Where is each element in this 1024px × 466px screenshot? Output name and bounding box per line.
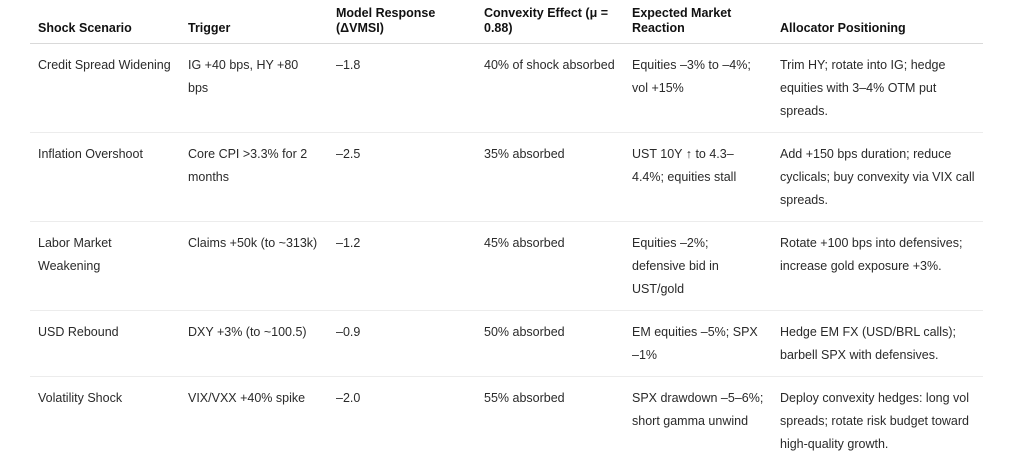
cell-market-reaction: UST 10Y ↑ to 4.3–4.4%; equities stall	[624, 132, 772, 222]
cell-convexity-effect: 50% absorbed	[476, 310, 624, 377]
header-model-response: Model Response (ΔVMSI)	[328, 0, 476, 44]
cell-allocator-positioning: Rotate +100 bps into defensives; increas…	[772, 221, 983, 311]
table-row: USD Rebound DXY +3% (to ~100.5) –0.9 50%…	[30, 310, 983, 377]
cell-market-reaction: SPX drawdown –5–6%; short gamma unwind	[632, 391, 764, 428]
cell-market-reaction: EM equities –5%; SPX –1%	[624, 310, 772, 377]
cell-model-response: –2.5	[328, 132, 476, 222]
table-header-row: Shock Scenario Trigger Model Response (Δ…	[30, 0, 983, 44]
cell-trigger: IG +40 bps, HY +80 bps	[180, 43, 328, 133]
cell-shock-scenario: USD Rebound	[30, 310, 180, 377]
cell-allocator-positioning: Hedge EM FX (USD/BRL calls); barbell SPX…	[772, 310, 983, 377]
cell-convexity-effect: 40% of shock absorbed	[476, 43, 624, 133]
table-row: Labor Market Weakening Claims +50k (to ~…	[30, 221, 983, 311]
cell-model-response: –0.9	[328, 310, 476, 377]
cell-shock-scenario: Labor Market Weakening	[30, 221, 180, 311]
header-allocator-positioning: Allocator Positioning	[772, 0, 983, 44]
cell-trigger: VIX/VXX +40% spike	[188, 391, 306, 405]
cell-convexity-effect: 55% absorbed	[484, 391, 565, 405]
table-row: Volatility Shock VIX/VXX +40% spike –2.0…	[30, 377, 983, 466]
cell-trigger: Core CPI >3.3% for 2 months	[180, 132, 328, 222]
table-row: Credit Spread Widening IG +40 bps, HY +8…	[30, 43, 983, 133]
header-expected-market-reaction: Expected Market Reaction	[624, 0, 772, 44]
shock-scenario-table: Shock Scenario Trigger Model Response (Δ…	[30, 0, 983, 465]
header-shock-scenario: Shock Scenario	[30, 0, 180, 44]
scenario-table-container: Shock Scenario Trigger Model Response (Δ…	[30, 0, 983, 465]
cell-shock-scenario: Credit Spread Widening	[30, 43, 180, 133]
cell-model-response: –1.8	[328, 43, 476, 133]
cell-convexity-effect: 35% absorbed	[476, 132, 624, 222]
cell-allocator-positioning: Deploy convexity hedges: long vol spread…	[780, 391, 970, 451]
cell-market-reaction: Equities –3% to –4%; vol +15%	[624, 43, 772, 133]
cell-trigger: DXY +3% (to ~100.5)	[180, 310, 328, 377]
cell-allocator-positioning: Add +150 bps duration; reduce cyclicals;…	[772, 132, 983, 222]
header-trigger: Trigger	[180, 0, 328, 44]
table-row: Inflation Overshoot Core CPI >3.3% for 2…	[30, 132, 983, 222]
cell-shock-scenario: Inflation Overshoot	[30, 132, 180, 222]
cell-convexity-effect: 45% absorbed	[476, 221, 624, 311]
cell-model-response: –1.2	[328, 221, 476, 311]
cell-market-reaction: Equities –2%; defensive bid in UST/gold	[624, 221, 772, 311]
header-convexity-effect: Convexity Effect (μ = 0.88)	[476, 0, 624, 44]
cell-allocator-positioning: Trim HY; rotate into IG; hedge equities …	[772, 43, 983, 133]
cell-trigger: Claims +50k (to ~313k)	[180, 221, 328, 311]
cell-model-response: –2.0	[336, 391, 361, 405]
cell-shock-scenario: Volatility Shock	[38, 391, 123, 405]
